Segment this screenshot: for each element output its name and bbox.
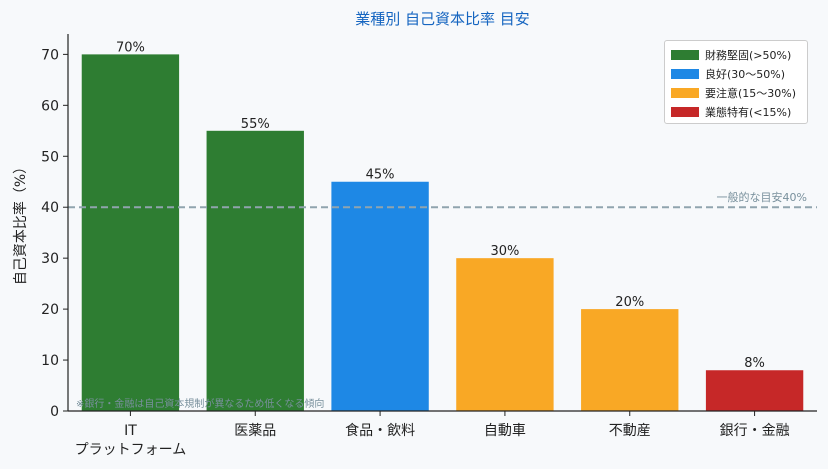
bar bbox=[705, 370, 804, 411]
y-tick-label: 40 bbox=[41, 200, 59, 216]
legend-label: 業態特有(<15%) bbox=[705, 105, 792, 119]
x-tick-label: 食品・飲料 bbox=[345, 422, 415, 439]
y-tick-label: 50 bbox=[41, 149, 59, 165]
legend: 財務堅固(>50%) 良好(30〜50%) 要注意(15〜30%) 業態特有(<… bbox=[664, 40, 808, 124]
legend-swatch bbox=[671, 87, 699, 98]
legend-item: 財務堅固(>50%) bbox=[671, 45, 801, 64]
legend-label: 要注意(15〜30%) bbox=[705, 86, 797, 100]
x-tick-label-line: 食品・飲料 bbox=[345, 422, 415, 439]
x-tick-label-line: 医薬品 bbox=[234, 423, 276, 439]
bar-value-label: 70% bbox=[116, 40, 145, 55]
y-tick-label: 20 bbox=[41, 302, 59, 318]
chart-title: 業種別 自己資本比率 目安 bbox=[355, 10, 530, 28]
footnote: ※銀行・金融は自己資本規制が異なるため低くなる傾向 bbox=[76, 397, 324, 410]
y-tick-label: 10 bbox=[41, 353, 59, 369]
x-tick-label-line: プラットフォーム bbox=[75, 442, 187, 458]
legend-item: 要注意(15〜30%) bbox=[671, 83, 801, 102]
bar-value-label: 45% bbox=[366, 168, 395, 183]
reference-line-label: 一般的な目安40% bbox=[717, 190, 807, 204]
x-tick-label: 不動産 bbox=[609, 423, 651, 439]
x-tick-label-line: 不動産 bbox=[609, 423, 651, 439]
bar bbox=[206, 130, 304, 411]
bar-value-label: 30% bbox=[490, 244, 519, 259]
y-tick-label: 70 bbox=[41, 47, 59, 63]
bar-value-label: 8% bbox=[744, 356, 765, 371]
y-tick-label: 60 bbox=[41, 98, 59, 114]
legend-label: 財務堅固(>50%) bbox=[705, 48, 792, 62]
x-tick-label: IT プラットフォーム bbox=[75, 423, 187, 458]
bar-value-label: 55% bbox=[241, 117, 270, 132]
bar bbox=[456, 258, 554, 411]
x-tick-label-line: 銀行・金融 bbox=[720, 423, 790, 439]
bar-value-label: 20% bbox=[615, 295, 644, 310]
x-tick-label: 自動車 bbox=[484, 422, 526, 439]
y-axis-label: 自己資本比率（%） bbox=[12, 160, 29, 285]
legend-label: 良好(30〜50%) bbox=[705, 67, 786, 81]
bar bbox=[581, 309, 679, 411]
x-tick-label: 医薬品 bbox=[234, 423, 276, 439]
legend-swatch bbox=[671, 106, 699, 117]
x-tick-label-line: 自動車 bbox=[484, 422, 526, 439]
legend-item: 良好(30〜50%) bbox=[671, 64, 801, 83]
legend-swatch bbox=[671, 49, 699, 60]
bar bbox=[81, 54, 180, 411]
legend-item: 業態特有(<15%) bbox=[671, 102, 801, 121]
bar bbox=[331, 181, 429, 411]
x-tick-label: 銀行・金融 bbox=[720, 423, 790, 439]
y-tick-label: 30 bbox=[41, 251, 59, 267]
y-tick-label: 0 bbox=[50, 404, 59, 420]
x-tick-label-line: IT bbox=[124, 423, 137, 439]
legend-swatch bbox=[671, 68, 699, 79]
